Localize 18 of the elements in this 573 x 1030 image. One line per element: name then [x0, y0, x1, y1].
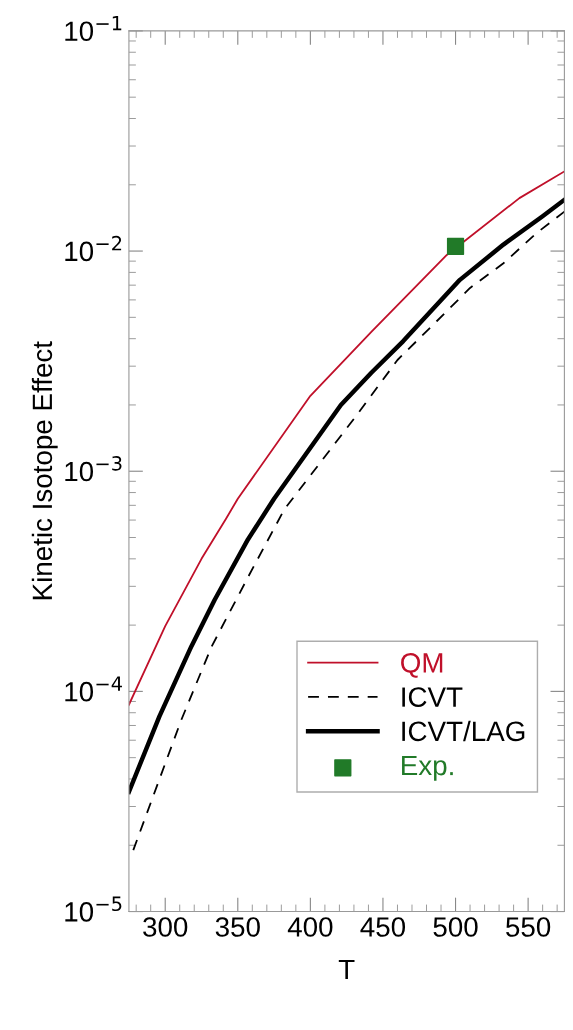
y-axis-title: Kinetic Isotope Effect — [31, 341, 58, 600]
legend-label: Exp. — [402, 756, 453, 781]
line-series — [128, 170, 565, 706]
legend-label: ICVT/LAG — [402, 720, 525, 742]
x-tick-label: 550 — [506, 917, 551, 937]
x-tick-label: 350 — [215, 917, 260, 937]
x-tick-label: 400 — [287, 917, 333, 937]
y-tick-label: 10$^{−3}$ — [65, 456, 122, 482]
x-tick-label: 500 — [433, 917, 478, 937]
x-tick-label: 450 — [360, 917, 406, 937]
x-tick-label: 300 — [143, 917, 188, 937]
y-tick-label: 10$^{−4}$ — [65, 676, 122, 702]
legend-label: ICVT — [402, 687, 463, 707]
y-tick-label: 10$^{−2}$ — [65, 235, 122, 262]
y-tick-label: 10$^{−1}$ — [65, 15, 122, 42]
legend-label: QM — [401, 653, 443, 678]
x-axis-title: T — [338, 959, 355, 980]
y-tick-label: 10$^{−5}$ — [65, 896, 122, 922]
